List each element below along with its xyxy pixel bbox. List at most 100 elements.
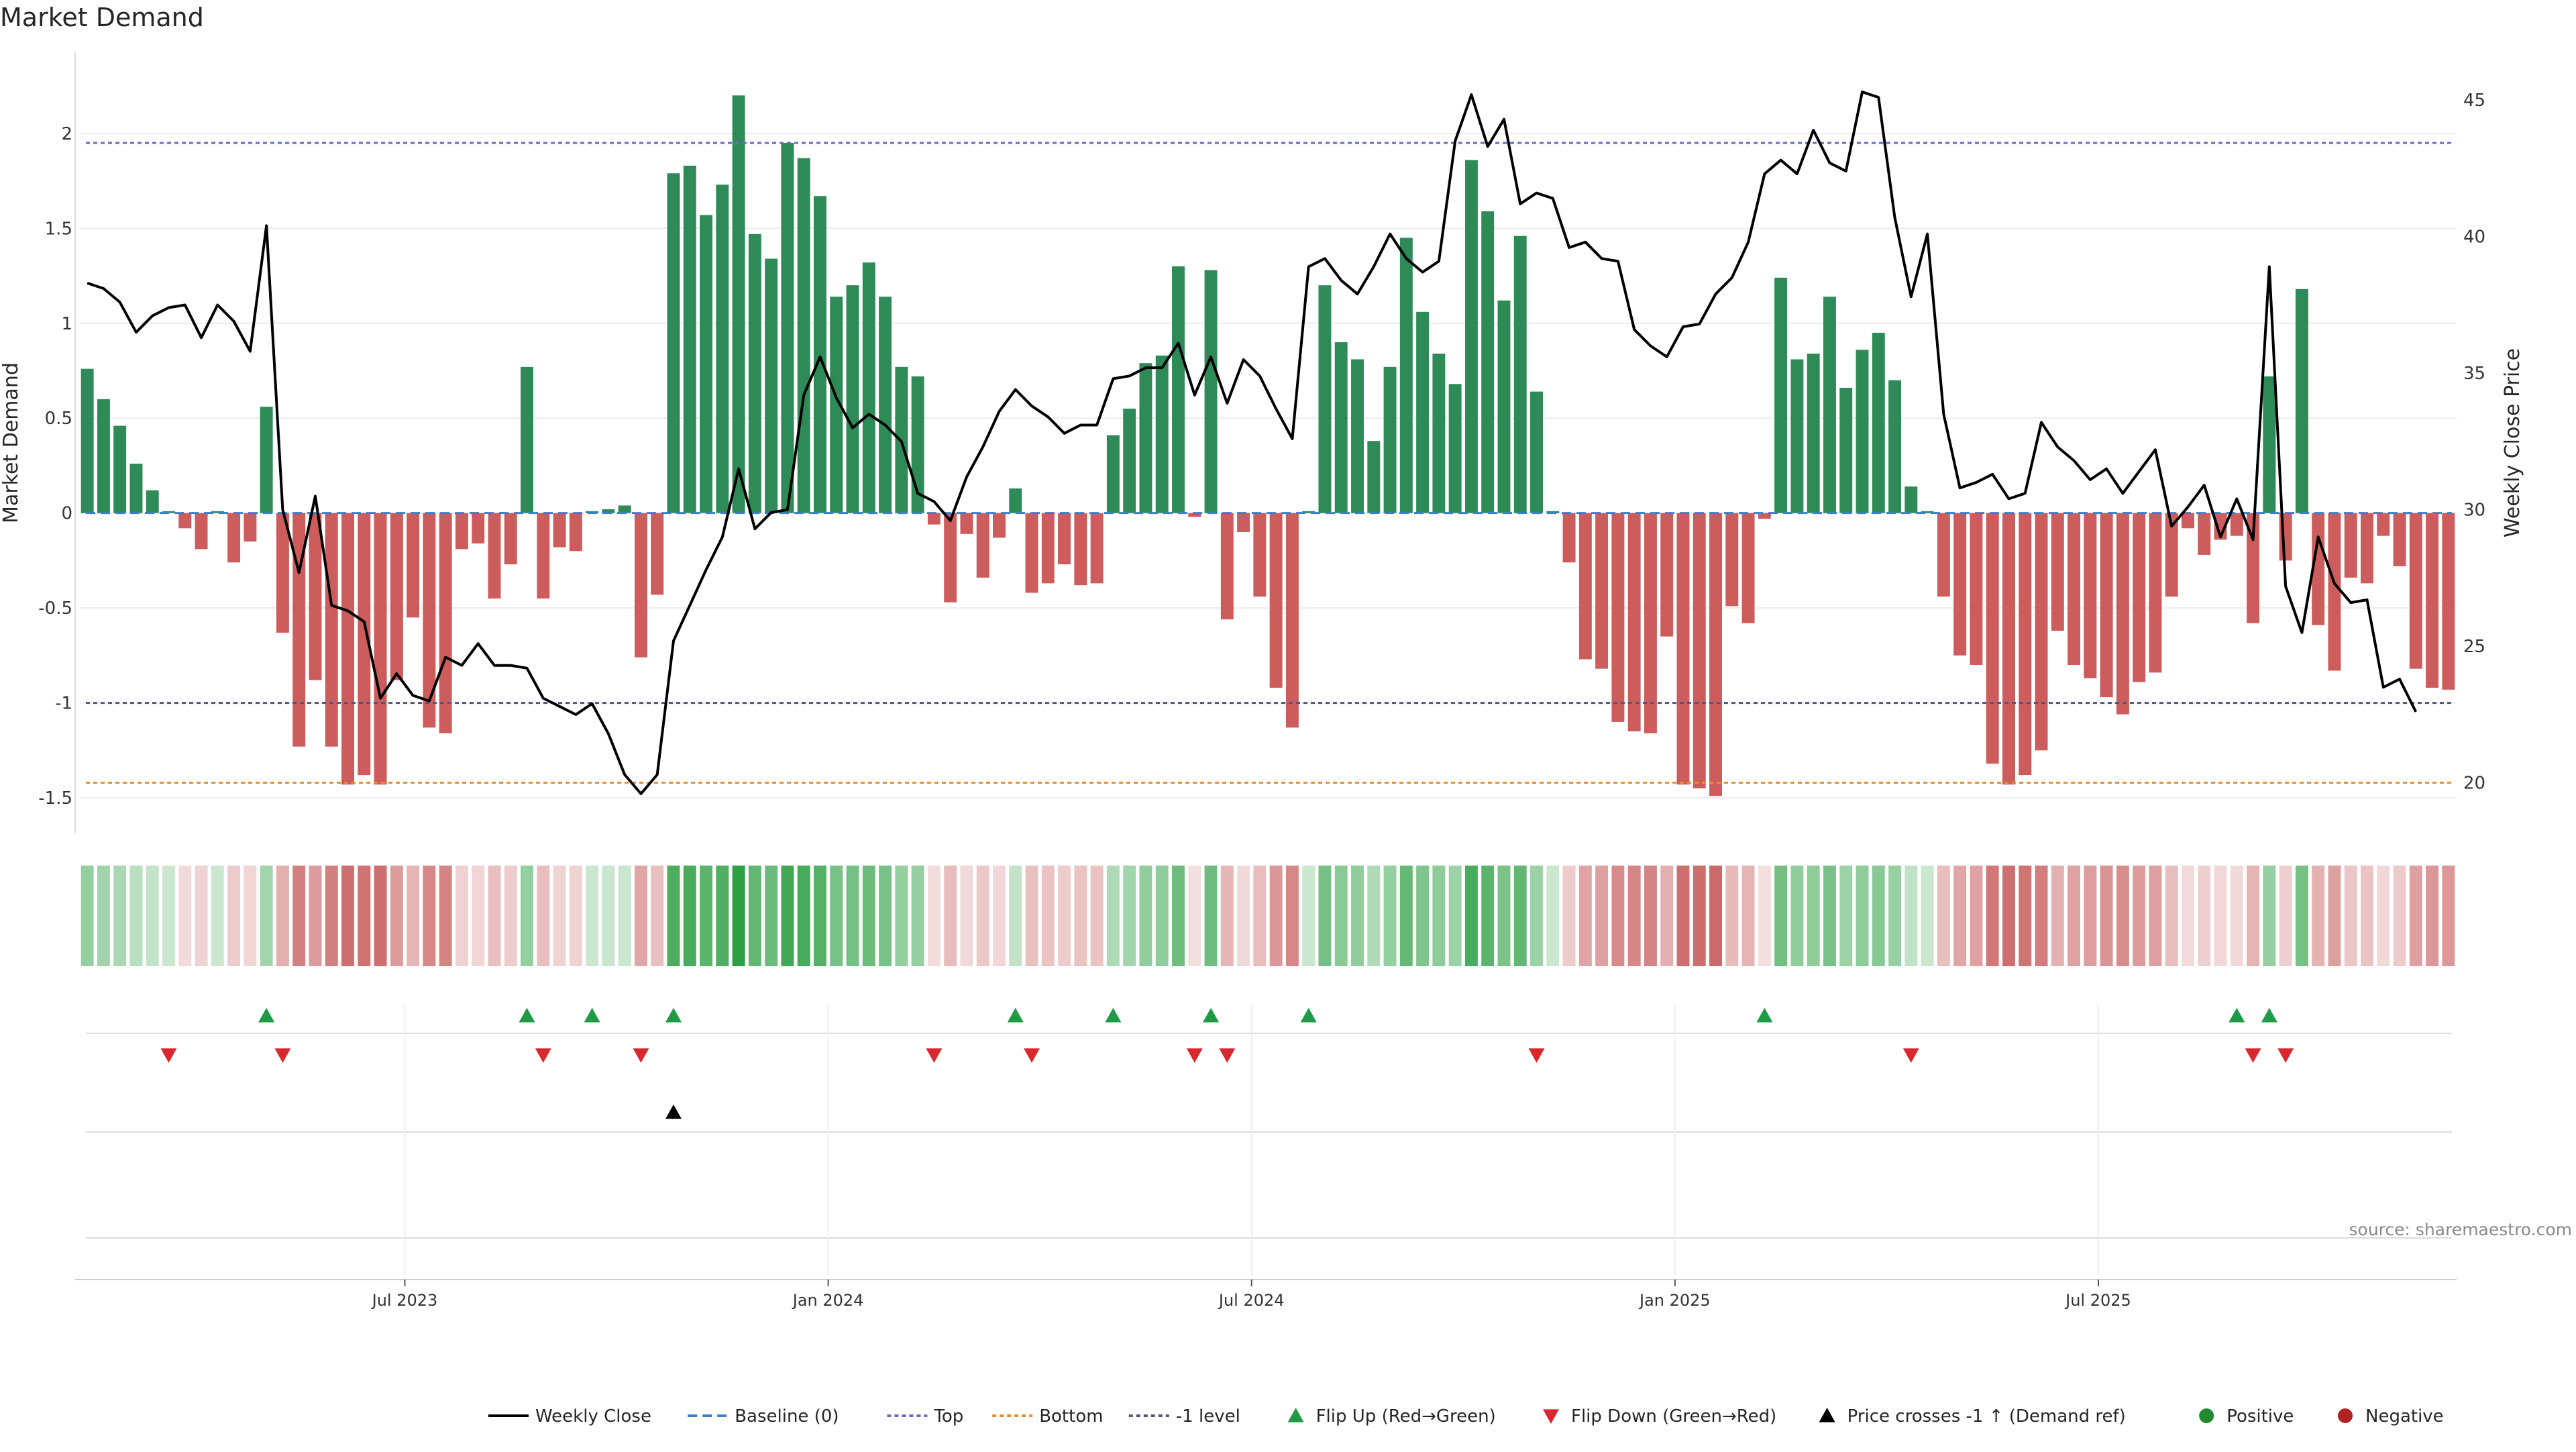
heat-strip-cell — [1578, 866, 1592, 966]
demand-bar — [2019, 513, 2032, 776]
heat-strip-cell — [374, 866, 387, 966]
flip-down-marker — [535, 1048, 551, 1063]
flip-down-marker — [1902, 1048, 1919, 1063]
demand-bar — [927, 513, 941, 525]
legend-flip-down-swatch — [1543, 1409, 1559, 1424]
heat-strip-cell — [407, 866, 420, 966]
heat-strip-cell — [439, 866, 452, 966]
demand-bar — [797, 158, 810, 513]
heat-strip-cell — [2035, 866, 2048, 966]
demand-bar — [244, 513, 257, 542]
demand-bar — [1986, 513, 1999, 764]
x-tick-label: Jan 2025 — [1638, 1291, 1711, 1310]
demand-bar — [1464, 160, 1478, 513]
demand-bar — [1595, 513, 1609, 669]
demand-bar — [1823, 297, 1836, 513]
heat-strip-cell — [390, 866, 403, 966]
demand-bar — [1578, 513, 1592, 660]
demand-bar — [227, 513, 241, 563]
heat-strip-cell — [895, 866, 908, 966]
legend-label: Negative — [2365, 1406, 2444, 1427]
heat-strip-cell — [1790, 866, 1804, 966]
demand-bar — [309, 513, 322, 680]
demand-bar — [667, 173, 680, 513]
demand-bar — [1627, 513, 1641, 732]
demand-bar — [602, 509, 615, 513]
flip-down-marker — [1186, 1048, 1203, 1063]
heat-strip-cell — [1237, 866, 1250, 966]
heat-strip-cell — [1058, 866, 1071, 966]
demand-bar — [2344, 513, 2357, 578]
demand-bar — [683, 165, 696, 513]
heat-strip-cell — [683, 866, 696, 966]
heat-strip-cell — [2409, 866, 2422, 966]
heat-strip-cell — [2361, 866, 2373, 966]
heat-strip-cell — [2198, 866, 2211, 966]
demand-bar — [2198, 513, 2211, 555]
heat-strip-cell — [2002, 866, 2015, 966]
heat-strip-cell — [2182, 866, 2194, 966]
flip-down-marker — [926, 1048, 943, 1063]
x-tick-label: Jul 2025 — [2064, 1291, 2131, 1310]
heat-strip-cell — [178, 866, 192, 966]
heat-strip-cell — [1970, 866, 1983, 966]
heat-strip-cell — [813, 866, 826, 966]
heat-strip-cell — [748, 866, 761, 966]
flip-down-marker — [274, 1048, 291, 1063]
heat-strip-cell — [521, 866, 534, 966]
heat-strip-cell — [2051, 866, 2064, 966]
heat-strip-cell — [227, 866, 241, 966]
demand-bar — [260, 407, 273, 513]
heat-strip-cell — [553, 866, 566, 966]
heat-strip-cell — [2019, 866, 2032, 966]
heat-strip-cell — [1464, 866, 1478, 966]
heat-strip-cell — [211, 866, 224, 966]
heat-strip-cell — [504, 866, 517, 966]
heat-strip-cell — [2263, 866, 2276, 966]
x-tick-label: Jan 2024 — [792, 1291, 864, 1310]
heat-strip-cell — [2377, 866, 2390, 966]
demand-bar — [1725, 513, 1739, 607]
x-tick-label: Jul 2024 — [1218, 1291, 1285, 1310]
price-cross-marker — [665, 1104, 682, 1119]
demand-bar — [553, 513, 566, 548]
demand-bar — [1204, 270, 1218, 513]
demand-bar — [781, 142, 794, 513]
demand-bar — [1285, 513, 1299, 728]
demand-bar — [748, 234, 761, 513]
heat-strip-cell — [879, 866, 892, 966]
heat-strip-cell — [455, 866, 468, 966]
demand-bar — [439, 513, 452, 733]
demand-bar — [960, 513, 973, 534]
heat-strip-cell — [1725, 866, 1739, 966]
demand-bar — [178, 513, 192, 529]
heat-strip-cell — [651, 866, 664, 966]
demand-bar — [569, 513, 582, 552]
legend-label: Flip Up (Red→Green) — [1316, 1406, 1496, 1427]
legend-flip-up-swatch — [1287, 1408, 1304, 1422]
demand-bar — [1856, 350, 1869, 513]
y2-axis-title: Weekly Close Price — [2501, 348, 2524, 537]
heat-strip-cell — [667, 866, 680, 966]
flip-up-marker — [2261, 1008, 2277, 1023]
demand-bar — [732, 95, 745, 513]
heat-strip-cell — [1172, 866, 1185, 966]
heat-strip-cell — [960, 866, 973, 966]
heat-strip-cell — [2214, 866, 2227, 966]
heat-strip-cell — [1009, 866, 1022, 966]
demand-bar — [1644, 513, 1657, 733]
y-tick-label: -1 — [55, 694, 72, 714]
heat-strip-cell — [602, 866, 615, 966]
heat-strip-cell — [1546, 866, 1560, 966]
flip-down-marker — [160, 1048, 177, 1063]
demand-bar — [2051, 513, 2064, 631]
flip-down-marker — [1528, 1048, 1545, 1063]
heat-strip-cell — [830, 866, 843, 966]
heat-strip-cell — [2165, 866, 2178, 966]
heat-strip-cell — [1676, 866, 1690, 966]
demand-bar — [504, 513, 517, 565]
demand-bar — [390, 513, 403, 680]
demand-bar — [2002, 513, 2015, 785]
heat-strip-cell — [1741, 866, 1755, 966]
